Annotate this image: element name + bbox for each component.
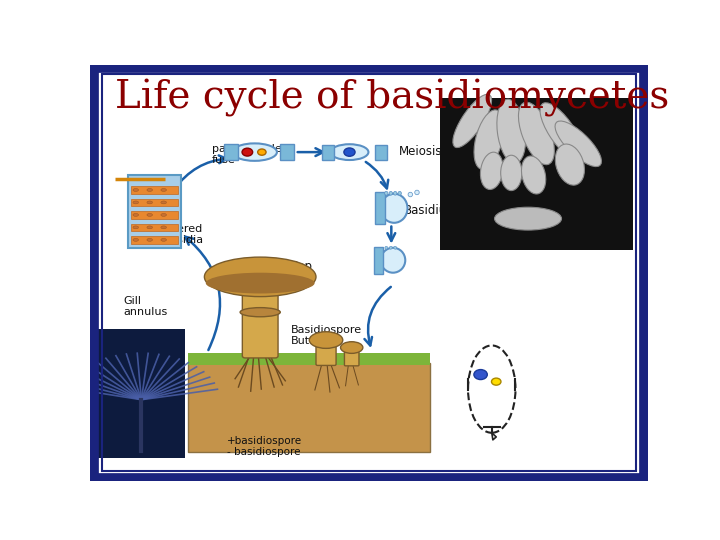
Text: Cap: Cap	[289, 260, 312, 273]
Ellipse shape	[385, 246, 387, 249]
FancyBboxPatch shape	[374, 145, 387, 160]
Ellipse shape	[408, 192, 413, 197]
Ellipse shape	[161, 213, 166, 217]
Ellipse shape	[133, 188, 138, 191]
Ellipse shape	[480, 152, 503, 190]
Text: Gill
annulus: Gill annulus	[124, 295, 168, 317]
FancyBboxPatch shape	[374, 192, 384, 224]
Ellipse shape	[474, 369, 487, 380]
FancyBboxPatch shape	[128, 175, 181, 248]
Ellipse shape	[344, 148, 355, 156]
Ellipse shape	[161, 188, 166, 191]
Ellipse shape	[161, 238, 166, 241]
Ellipse shape	[389, 191, 392, 195]
FancyBboxPatch shape	[322, 145, 334, 160]
FancyBboxPatch shape	[97, 329, 186, 458]
Ellipse shape	[133, 213, 138, 217]
Ellipse shape	[497, 99, 526, 164]
Text: Gill covered
with basidia: Gill covered with basidia	[136, 224, 203, 245]
Ellipse shape	[147, 188, 153, 191]
FancyBboxPatch shape	[344, 348, 359, 366]
Ellipse shape	[521, 156, 546, 194]
FancyBboxPatch shape	[224, 144, 238, 160]
Ellipse shape	[240, 308, 280, 317]
Ellipse shape	[492, 378, 501, 385]
Ellipse shape	[330, 144, 369, 160]
Ellipse shape	[133, 201, 138, 204]
Text: +basidiospore
- basidiospore: +basidiospore - basidiospore	[227, 436, 302, 457]
Ellipse shape	[206, 273, 315, 294]
FancyBboxPatch shape	[316, 340, 336, 366]
Ellipse shape	[381, 194, 408, 223]
Ellipse shape	[394, 191, 397, 195]
Ellipse shape	[500, 155, 522, 191]
Ellipse shape	[453, 94, 492, 147]
Ellipse shape	[540, 103, 583, 160]
Ellipse shape	[147, 213, 153, 217]
FancyBboxPatch shape	[131, 236, 178, 244]
Ellipse shape	[161, 226, 166, 229]
Ellipse shape	[555, 144, 585, 185]
Ellipse shape	[310, 332, 343, 348]
FancyBboxPatch shape	[131, 224, 178, 231]
FancyBboxPatch shape	[131, 186, 178, 194]
FancyBboxPatch shape	[131, 199, 178, 206]
Ellipse shape	[133, 238, 138, 241]
Ellipse shape	[390, 246, 392, 249]
Ellipse shape	[161, 201, 166, 204]
Ellipse shape	[258, 149, 266, 155]
Ellipse shape	[381, 248, 405, 273]
Ellipse shape	[495, 207, 562, 230]
FancyBboxPatch shape	[188, 353, 431, 365]
Text: pair of nuclei
fuse: pair of nuclei fuse	[212, 144, 284, 165]
Ellipse shape	[474, 110, 504, 170]
FancyBboxPatch shape	[188, 363, 431, 453]
Ellipse shape	[147, 238, 153, 241]
FancyBboxPatch shape	[280, 144, 294, 160]
Ellipse shape	[242, 148, 253, 156]
Text: Basidium: Basidium	[404, 204, 459, 217]
FancyBboxPatch shape	[243, 271, 278, 358]
Ellipse shape	[384, 191, 388, 195]
Ellipse shape	[398, 191, 401, 195]
Ellipse shape	[147, 226, 153, 229]
Ellipse shape	[233, 144, 277, 161]
Ellipse shape	[394, 246, 397, 249]
Ellipse shape	[341, 342, 363, 353]
Text: Meiosis: Meiosis	[399, 145, 442, 158]
Text: Basidiospore
Button: Basidiospore Button	[291, 325, 362, 346]
Ellipse shape	[204, 257, 316, 296]
FancyBboxPatch shape	[374, 247, 383, 274]
FancyBboxPatch shape	[131, 211, 178, 219]
Ellipse shape	[133, 226, 138, 229]
FancyBboxPatch shape	[441, 98, 633, 250]
Text: Life cycle of basidiomycetes: Life cycle of basidiomycetes	[115, 79, 670, 117]
Ellipse shape	[518, 102, 554, 165]
Ellipse shape	[147, 201, 153, 204]
Ellipse shape	[555, 121, 601, 166]
Ellipse shape	[415, 190, 419, 195]
